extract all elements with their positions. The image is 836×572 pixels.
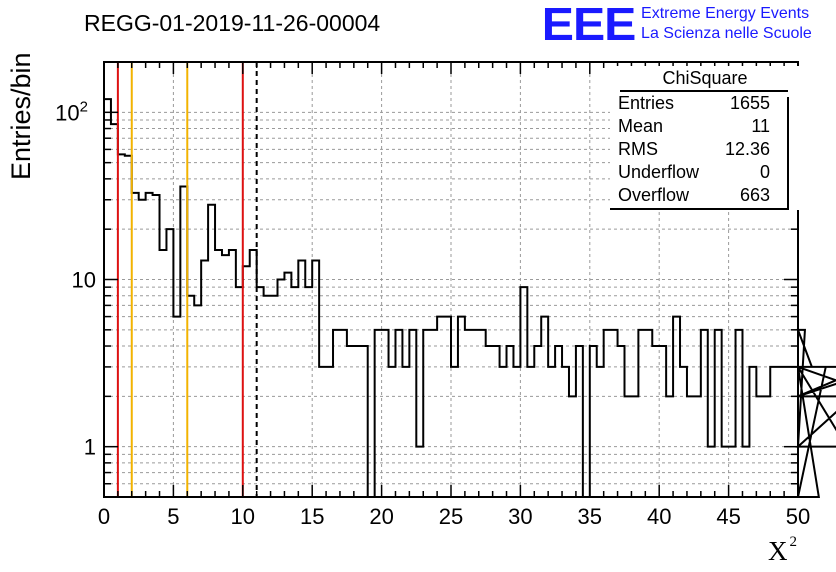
x-tick-label: 30 xyxy=(508,504,532,529)
eee-logo: EEE Extreme Energy Events La Scienza nel… xyxy=(541,0,812,50)
x-tick-label: 45 xyxy=(716,504,740,529)
stats-row-rms: RMS 12.36 xyxy=(618,139,770,161)
x-tick-label: 40 xyxy=(647,504,671,529)
y-tick-exponent: 2 xyxy=(80,98,88,115)
y-tick-label: 102 xyxy=(55,98,88,125)
stats-shadow-bottom xyxy=(610,208,789,210)
logo-line-2: La Scienza nelle Scuole xyxy=(641,25,812,42)
stats-value: 0 xyxy=(759,162,770,182)
x-tick-label: 15 xyxy=(300,504,324,529)
logo-line-1: Extreme Energy Events xyxy=(641,5,810,22)
stats-row-underflow: Underflow 0 xyxy=(618,162,770,184)
stats-title: ChiSquare xyxy=(662,68,748,88)
stats-key: Overflow xyxy=(618,185,690,205)
stats-row-mean: Mean 11 xyxy=(618,116,770,138)
stats-value: 12.36 xyxy=(724,139,770,159)
stats-value: 663 xyxy=(739,185,770,205)
x-tick-label: 35 xyxy=(578,504,602,529)
stats-value: 11 xyxy=(751,116,770,136)
y-axis-label: Entries/bin xyxy=(6,52,36,180)
x-axis-label-text: X xyxy=(768,536,788,566)
histogram-series xyxy=(103,98,836,498)
stats-shadow-right xyxy=(787,97,789,209)
stats-key: RMS xyxy=(618,139,658,159)
x-tick-label: 25 xyxy=(439,504,463,529)
x-tick-label: 20 xyxy=(369,504,393,529)
x-tick-label: 50 xyxy=(786,504,810,529)
stats-key: Mean xyxy=(618,116,664,136)
run-title: REGG-01-2019-11-26-00004 xyxy=(84,10,381,36)
stats-box: ChiSquare Entries 1655 Mean 11 RMS 12.36… xyxy=(610,66,800,210)
stats-value: 1655 xyxy=(729,93,770,113)
stats-title-rule xyxy=(620,90,788,92)
x-axis-label-superscript: 2 xyxy=(789,534,798,550)
x-tick-label: 5 xyxy=(167,504,179,529)
x-tick-label: 0 xyxy=(98,504,110,529)
stats-key: Entries xyxy=(618,93,675,113)
stats-key: Underflow xyxy=(618,162,700,182)
y-tick-label: 10 xyxy=(72,268,96,293)
stats-row-overflow: Overflow 663 xyxy=(618,185,770,207)
y-tick-label: 1 xyxy=(84,435,96,460)
logo-text: Extreme Energy Events La Scienza nelle S… xyxy=(641,4,812,44)
stats-row-entries: Entries 1655 xyxy=(618,93,770,115)
x-tick-label: 10 xyxy=(231,504,255,529)
logo-mark: EEE xyxy=(541,0,637,50)
